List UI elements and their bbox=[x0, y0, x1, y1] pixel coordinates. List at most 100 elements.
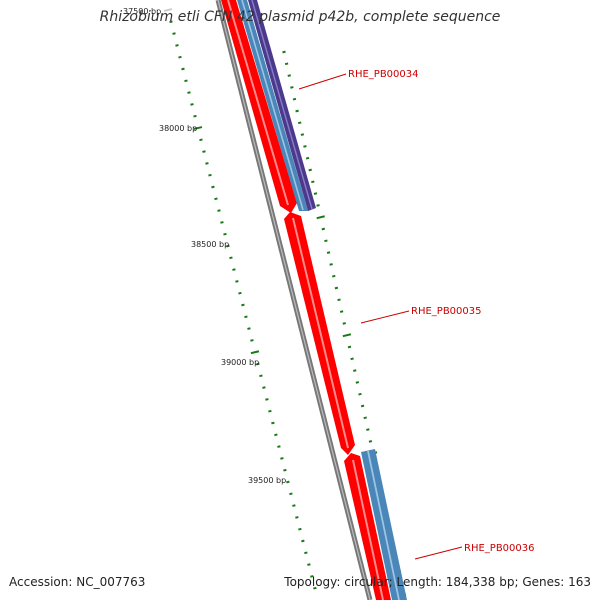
ruler-minor-tick bbox=[226, 244, 230, 248]
backbone-track-highlight bbox=[217, 0, 371, 601]
ruler-minor-tick bbox=[241, 303, 245, 307]
ruler-minor-tick bbox=[337, 298, 341, 302]
ruler-minor-tick bbox=[368, 440, 373, 443]
ruler-minor-tick bbox=[313, 586, 317, 590]
ruler-minor-tick bbox=[184, 79, 188, 83]
ruler-minor-tick bbox=[339, 310, 344, 313]
ruler-minor-tick bbox=[169, 20, 173, 24]
ruler-minor-tick bbox=[283, 468, 287, 472]
ruler-minor-tick bbox=[199, 138, 203, 142]
ruler-minor-tick bbox=[298, 527, 302, 531]
ruler-minor-tick bbox=[220, 221, 224, 224]
ruler-minor-tick bbox=[307, 563, 311, 566]
ruler-minor-tick bbox=[286, 480, 290, 484]
ruler-minor-tick bbox=[360, 404, 365, 408]
ruler-minor-tick bbox=[235, 280, 239, 283]
ruler-major-tick bbox=[250, 350, 260, 355]
ruler-minor-tick bbox=[274, 433, 278, 437]
ruler-minor-tick bbox=[355, 381, 360, 384]
ruler-minor-tick bbox=[190, 103, 194, 106]
ruler-minor-tick bbox=[290, 86, 294, 89]
ruler-minor-tick bbox=[289, 492, 293, 496]
feature-layer bbox=[221, 0, 407, 601]
ruler-minor-tick bbox=[324, 239, 328, 243]
ruler-minor-tick bbox=[229, 256, 233, 260]
ruler-minor-tick bbox=[187, 91, 191, 94]
cds-rhe-pb00035-red[interactable] bbox=[284, 212, 355, 455]
tick-layer bbox=[163, 8, 407, 597]
bp-label-37500: 37500 bp bbox=[123, 7, 161, 16]
ruler-minor-tick bbox=[284, 62, 289, 66]
ruler-minor-tick bbox=[311, 180, 315, 184]
ruler-minor-tick bbox=[321, 227, 326, 231]
ruler-minor-tick bbox=[282, 50, 286, 54]
ruler-minor-tick bbox=[358, 392, 362, 396]
ruler-minor-tick bbox=[347, 345, 352, 349]
ruler-minor-tick bbox=[342, 322, 346, 325]
ruler-minor-tick bbox=[316, 204, 320, 207]
ruler-minor-tick bbox=[244, 315, 248, 319]
ruler-major-tick bbox=[316, 215, 325, 220]
ruler-minor-tick bbox=[172, 32, 176, 35]
ruler-minor-tick bbox=[256, 362, 260, 366]
ruler-minor-tick bbox=[334, 286, 339, 290]
ruler-minor-tick bbox=[268, 409, 272, 413]
ruler-minor-tick bbox=[259, 374, 263, 378]
ruler-minor-tick bbox=[262, 386, 266, 389]
ruler-minor-tick bbox=[366, 428, 370, 431]
ruler-minor-tick bbox=[350, 357, 354, 361]
ruler-minor-tick bbox=[287, 74, 291, 77]
ruler-minor-tick bbox=[292, 97, 297, 101]
ruler-minor-tick bbox=[247, 327, 251, 330]
ruler-minor-tick bbox=[211, 185, 215, 189]
topology-label: Topology: circular; Length: 184,338 bp; … bbox=[284, 575, 591, 589]
gene-label-rhe-pb00035[interactable]: RHE_PB00035 bbox=[411, 306, 482, 317]
gene-leader-rhe-pb00036 bbox=[414, 546, 463, 560]
gene-label-layer: RHE_PB00034 RHE_PB00035 RHE_PB00036 bbox=[298, 69, 535, 560]
bp-label-38000: 38000 bp bbox=[159, 124, 197, 133]
ruler-minor-tick bbox=[223, 232, 227, 236]
ruler-minor-tick bbox=[305, 156, 310, 160]
ruler-minor-tick bbox=[332, 274, 336, 278]
accession-label: Accession: NC_007763 bbox=[9, 575, 146, 589]
ruler-minor-tick bbox=[265, 398, 269, 401]
ruler-minor-tick bbox=[181, 67, 185, 71]
gene-label-rhe-pb00036[interactable]: RHE_PB00036 bbox=[464, 543, 535, 554]
ruler-minor-tick bbox=[304, 551, 308, 555]
ruler-minor-tick bbox=[238, 291, 242, 295]
bp-label-38500: 38500 bp bbox=[191, 240, 229, 249]
ruler-minor-tick bbox=[208, 173, 212, 177]
gene-label-rhe-pb00034[interactable]: RHE_PB00034 bbox=[348, 69, 419, 80]
ruler-minor-tick bbox=[250, 339, 254, 342]
ruler-minor-tick bbox=[217, 209, 221, 212]
ruler-major-tick bbox=[163, 8, 173, 12]
ruler-minor-tick bbox=[310, 575, 314, 578]
ruler-minor-tick bbox=[280, 457, 284, 460]
ruler-minor-tick bbox=[363, 416, 367, 420]
ruler-minor-tick bbox=[329, 263, 333, 266]
ruler-minor-tick bbox=[178, 55, 182, 59]
ruler-minor-tick bbox=[214, 197, 218, 201]
ruler-minor-tick bbox=[271, 421, 275, 425]
bp-label-39500: 39500 bp bbox=[248, 476, 286, 485]
ruler-minor-tick bbox=[352, 369, 357, 372]
gene-leader-rhe-pb00035 bbox=[360, 310, 410, 324]
ruler-minor-tick bbox=[301, 539, 305, 543]
ruler-major-tick bbox=[342, 333, 352, 338]
ruler-minor-tick bbox=[202, 150, 206, 153]
bp-label-39000: 39000 bp bbox=[221, 358, 259, 367]
ruler-minor-tick bbox=[277, 445, 281, 448]
ruler-minor-tick bbox=[193, 114, 197, 118]
ruler-minor-tick bbox=[295, 516, 299, 519]
ruler-minor-tick bbox=[303, 145, 307, 148]
gene-leader-rhe-pb00034 bbox=[298, 73, 347, 90]
ruler-minor-tick bbox=[205, 162, 209, 165]
ruler-minor-tick bbox=[175, 44, 179, 47]
ruler-minor-tick bbox=[295, 109, 299, 113]
page-title: Rhizobium etli CFN 42 plasmid p42b, comp… bbox=[99, 9, 501, 25]
ruler-minor-tick bbox=[326, 251, 331, 254]
ruler-minor-tick bbox=[297, 121, 302, 125]
ruler-minor-tick bbox=[232, 268, 236, 271]
